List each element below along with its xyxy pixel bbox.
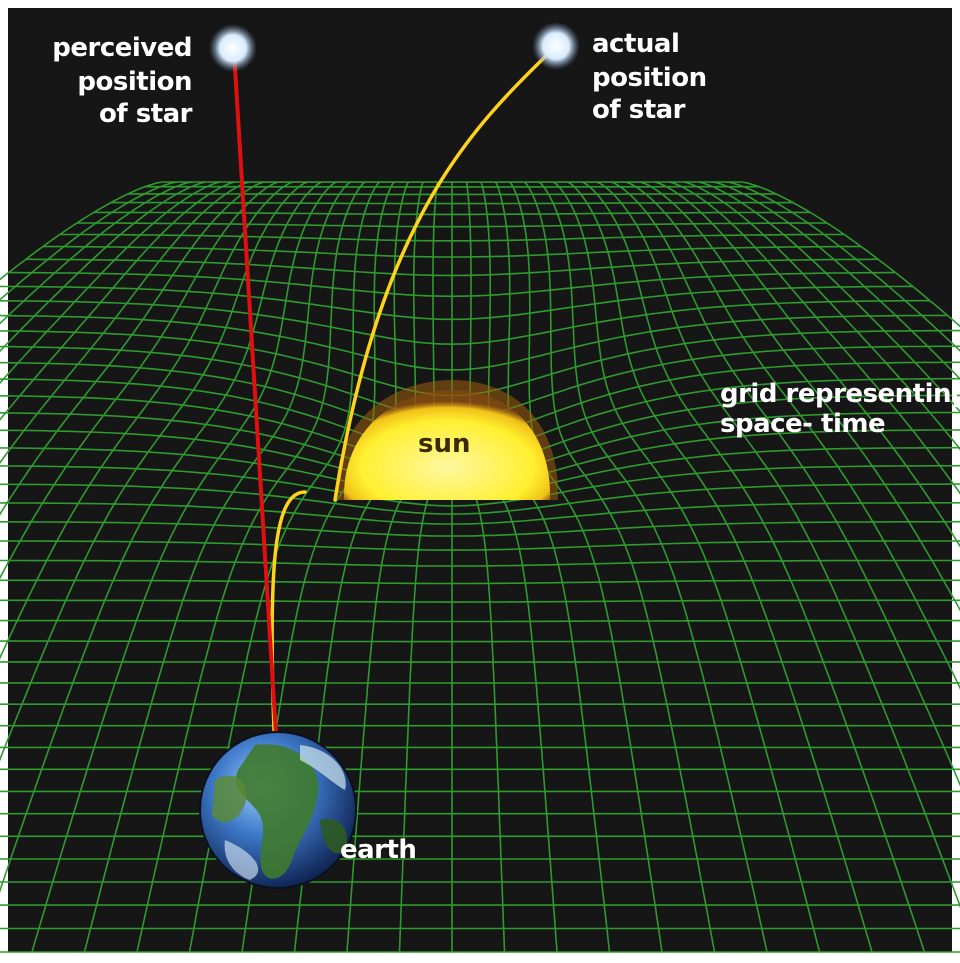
actual-label-line-1: actual — [592, 29, 679, 59]
grid-line — [0, 181, 265, 516]
label-grid: grid representing space- time — [720, 379, 960, 439]
grid-line — [523, 181, 716, 953]
grid-line — [31, 181, 337, 953]
grid-line — [480, 181, 558, 953]
grid-line — [552, 181, 821, 953]
grid-line — [398, 181, 439, 953]
perceived-label-line-1: perceived — [52, 33, 192, 63]
perceived-light-path — [232, 50, 278, 737]
grid-line — [136, 181, 366, 953]
grid-line — [0, 181, 323, 894]
grid-line — [346, 181, 424, 953]
grid-line — [567, 181, 873, 953]
grid-line — [625, 181, 960, 690]
light-paths — [232, 50, 552, 737]
earth — [199, 731, 357, 889]
grid-line — [0, 181, 236, 421]
grid-line — [0, 181, 206, 353]
grid-line — [654, 181, 960, 548]
grid-line — [0, 181, 279, 580]
grid-line — [741, 181, 960, 328]
label-perceived-star: perceived position of star — [52, 33, 193, 129]
perceived-label-line-3: of star — [99, 99, 193, 129]
grid-line — [0, 619, 960, 623]
actual-label-line-2: position — [592, 63, 707, 93]
grid-line — [698, 181, 960, 413]
actual-light-path — [333, 50, 552, 502]
sun — [335, 380, 559, 500]
grid-line — [0, 181, 163, 281]
grid-line — [712, 181, 960, 381]
actual-star — [532, 22, 580, 70]
grid-label-line-1: grid representing — [720, 379, 960, 409]
grid-line — [596, 181, 960, 909]
grid-line — [668, 181, 960, 495]
sun-label: sun — [418, 429, 471, 459]
earth-label: earth — [340, 835, 416, 865]
actual-label-line-3: of star — [592, 95, 686, 125]
grid-line — [83, 181, 352, 953]
grid-line — [0, 181, 250, 464]
grid-line — [0, 181, 221, 385]
grid-line — [0, 181, 192, 325]
perceived-star — [209, 24, 257, 72]
grid-line — [639, 181, 960, 612]
grid-line — [0, 181, 308, 762]
grid-line — [0, 181, 294, 660]
perceived-label-line-2: position — [77, 67, 192, 97]
grid-line — [581, 181, 926, 953]
label-actual-star: actual position of star — [592, 29, 707, 125]
grid-label-line-2: space- time — [720, 409, 885, 439]
grid-line — [509, 181, 663, 953]
grid-line — [727, 181, 960, 352]
grid-line — [465, 181, 506, 953]
grid-line — [494, 181, 611, 953]
grid-line — [0, 181, 177, 301]
grid-line — [538, 181, 768, 953]
grid-line — [683, 181, 960, 451]
